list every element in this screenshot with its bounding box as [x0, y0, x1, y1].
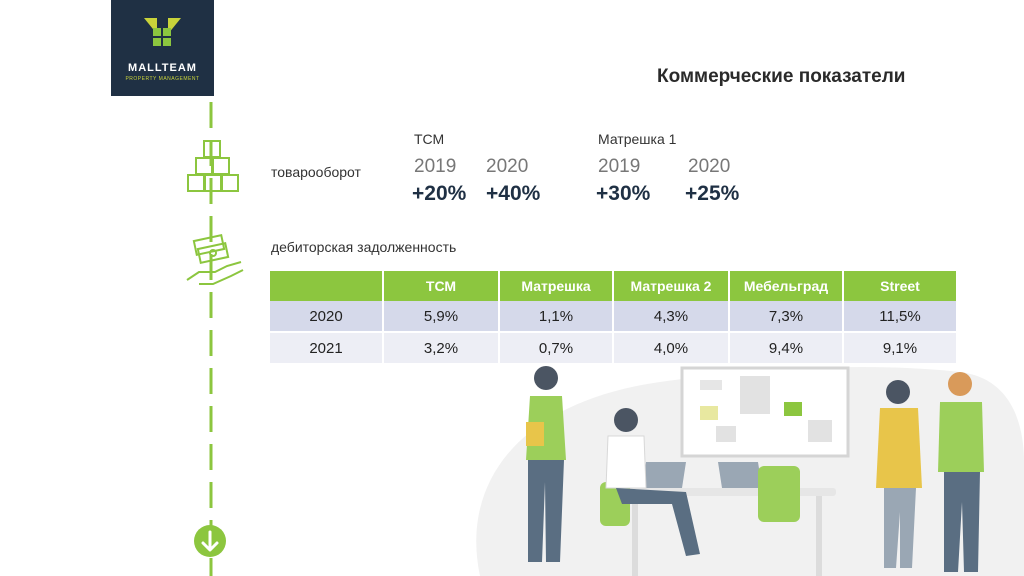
table-cell: 2021 [270, 332, 384, 365]
turnover-group-matreshka: Матрешка 1 [598, 131, 677, 147]
table-cell: 5,9% [383, 301, 500, 333]
turnover-tsm-value-1: +20% [412, 182, 467, 205]
table-header-cell: Street [843, 271, 956, 301]
page-title: Коммерческие показатели [657, 66, 906, 87]
turnover-matreshka-year-1: 2019 [598, 156, 641, 177]
receivables-label: дебиторская задолженность [271, 239, 457, 255]
timeline-line [209, 102, 213, 576]
turnover-tsm-year-1: 2019 [414, 156, 457, 177]
turnover-matreshka-value-2: +25% [685, 182, 740, 205]
table-row: 2020 5,9% 1,1% 4,3% 7,3% 11,5% [270, 301, 956, 333]
money-hand-icon [186, 234, 244, 285]
table-cell: 9,1% [843, 332, 956, 365]
table-header-cell: Матрешка [499, 271, 614, 301]
table-header-cell: Мебельград [729, 271, 844, 301]
table-header-cell [270, 271, 384, 301]
table-cell: 4,0% [613, 332, 730, 365]
table-cell: 3,2% [383, 332, 500, 365]
table-cell: 11,5% [843, 301, 956, 333]
turnover-matreshka-value-1: +30% [596, 182, 651, 205]
table-cell: 4,3% [613, 301, 730, 333]
logo: MALLTEAM PROPERTY MANAGEMENT [111, 0, 214, 96]
table-row: 2021 3,2% 0,7% 4,0% 9,4% 9,1% [270, 332, 956, 365]
boxes-icon [187, 140, 239, 192]
arrow-down-circle-icon[interactable] [193, 524, 227, 558]
logo-tagline: PROPERTY MANAGEMENT [125, 76, 200, 82]
table-header-cell: ТСМ [383, 271, 500, 301]
table-cell: 1,1% [499, 301, 614, 333]
table-cell: 9,4% [729, 332, 844, 365]
office-team-illustration [476, 366, 1024, 576]
turnover-tsm-value-2: +40% [486, 182, 541, 205]
table-cell: 0,7% [499, 332, 614, 365]
logo-brand: MALLTEAM [128, 62, 197, 74]
table-cell: 2020 [270, 301, 384, 333]
turnover-label: товарооборот [271, 164, 361, 180]
turnover-matreshka-year-2: 2020 [688, 156, 731, 177]
receivables-table: ТСМ Матрешка Матрешка 2 Мебельград Stree… [270, 271, 956, 365]
table-cell: 7,3% [729, 301, 844, 333]
turnover-tsm-year-2: 2020 [486, 156, 529, 177]
table-header-cell: Матрешка 2 [613, 271, 730, 301]
logo-mark-icon [144, 18, 181, 46]
turnover-group-tsm: ТСМ [414, 131, 445, 147]
table-header-row: ТСМ Матрешка Матрешка 2 Мебельград Stree… [270, 271, 956, 301]
